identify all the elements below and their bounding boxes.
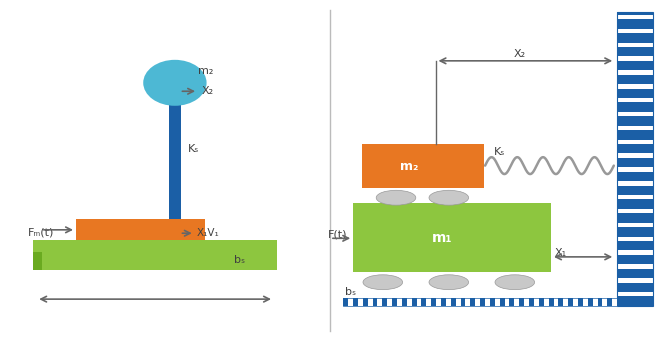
- Bar: [382, 298, 387, 306]
- Bar: [617, 241, 653, 250]
- Bar: [33, 252, 42, 270]
- Ellipse shape: [143, 60, 207, 106]
- Bar: [617, 61, 653, 70]
- Bar: [617, 130, 653, 140]
- Bar: [607, 298, 612, 306]
- Bar: [617, 116, 653, 126]
- Bar: [617, 296, 653, 306]
- Bar: [617, 33, 653, 43]
- Bar: [617, 89, 653, 98]
- Bar: [588, 298, 593, 306]
- Bar: [548, 298, 554, 306]
- Text: Kₛ: Kₛ: [188, 144, 199, 154]
- Bar: [343, 298, 348, 306]
- Bar: [617, 213, 653, 223]
- Bar: [617, 102, 653, 112]
- Text: bₛ: bₛ: [234, 255, 246, 265]
- Bar: [451, 298, 455, 306]
- Bar: [617, 172, 653, 181]
- Bar: [392, 298, 397, 306]
- Bar: [617, 269, 653, 278]
- Bar: [402, 298, 407, 306]
- Bar: [617, 12, 653, 306]
- Bar: [362, 144, 484, 188]
- Bar: [617, 12, 653, 15]
- Bar: [617, 199, 653, 209]
- Ellipse shape: [429, 275, 469, 290]
- Bar: [617, 283, 653, 292]
- Text: bₛ: bₛ: [345, 287, 356, 297]
- Text: m₂: m₂: [400, 160, 418, 173]
- Bar: [422, 298, 426, 306]
- Bar: [597, 298, 603, 306]
- Bar: [617, 144, 653, 153]
- Text: Fₘ(t): Fₘ(t): [28, 227, 54, 238]
- Bar: [169, 94, 181, 219]
- Text: X₂: X₂: [201, 86, 213, 96]
- Ellipse shape: [495, 275, 535, 290]
- Text: X₁V₁: X₁V₁: [197, 228, 219, 238]
- Bar: [568, 298, 573, 306]
- Bar: [617, 19, 653, 29]
- Text: F(t): F(t): [328, 230, 348, 240]
- Bar: [461, 298, 465, 306]
- Bar: [353, 298, 358, 306]
- Text: m₁: m₁: [432, 231, 453, 245]
- Ellipse shape: [376, 190, 416, 205]
- Bar: [617, 227, 653, 237]
- Bar: [617, 75, 653, 84]
- Bar: [480, 298, 485, 306]
- Bar: [539, 298, 544, 306]
- Bar: [500, 298, 505, 306]
- Bar: [558, 298, 563, 306]
- Text: X₂: X₂: [513, 49, 525, 59]
- Ellipse shape: [363, 275, 403, 290]
- Bar: [76, 219, 205, 240]
- Bar: [617, 47, 653, 56]
- Bar: [412, 298, 416, 306]
- Bar: [372, 298, 378, 306]
- Bar: [490, 298, 495, 306]
- Text: m₂: m₂: [198, 66, 213, 76]
- Bar: [343, 298, 617, 306]
- Bar: [353, 203, 551, 272]
- Bar: [510, 298, 514, 306]
- Bar: [617, 255, 653, 264]
- Text: Kₛ: Kₛ: [494, 147, 505, 157]
- Bar: [519, 298, 524, 306]
- Bar: [33, 240, 277, 270]
- Bar: [617, 158, 653, 167]
- Text: X₁: X₁: [554, 248, 566, 259]
- Ellipse shape: [429, 190, 469, 205]
- Bar: [617, 186, 653, 195]
- Bar: [471, 298, 475, 306]
- Bar: [529, 298, 534, 306]
- Bar: [578, 298, 583, 306]
- Bar: [363, 298, 368, 306]
- Bar: [431, 298, 436, 306]
- Bar: [441, 298, 446, 306]
